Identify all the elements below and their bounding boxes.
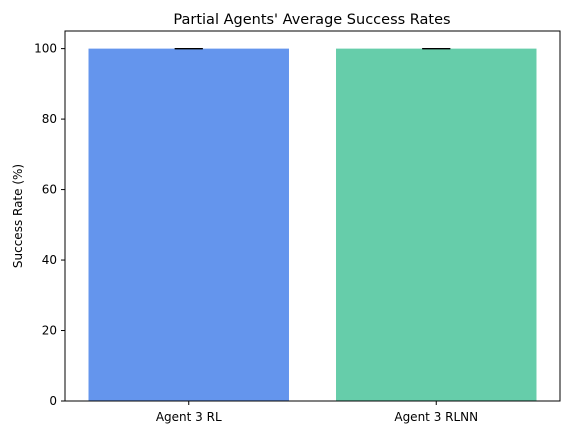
- bars-group: [88, 48, 537, 401]
- y-tick-label-1: 20: [42, 324, 57, 338]
- plot-frame: [64, 30, 561, 402]
- x-tick-label-0: Agent 3 RL: [156, 410, 222, 424]
- y-tick-label-4: 80: [42, 112, 57, 126]
- y-tick-label-0: 0: [49, 394, 57, 408]
- y-tick-label-3: 60: [42, 183, 57, 197]
- bar-0: [88, 48, 289, 401]
- y-tick-label-2: 40: [42, 253, 57, 267]
- bar-1: [336, 48, 537, 401]
- x-axis: Agent 3 RL Agent 3 RLNN: [156, 401, 478, 424]
- x-tick-label-1: Agent 3 RLNN: [394, 410, 478, 424]
- y-tick-label-5: 100: [34, 42, 57, 56]
- y-axis-label: Success Rate (%): [11, 164, 25, 268]
- y-axis: 0 20 40 60 80 100: [34, 42, 65, 408]
- chart-title: Partial Agents' Average Success Rates: [173, 12, 450, 28]
